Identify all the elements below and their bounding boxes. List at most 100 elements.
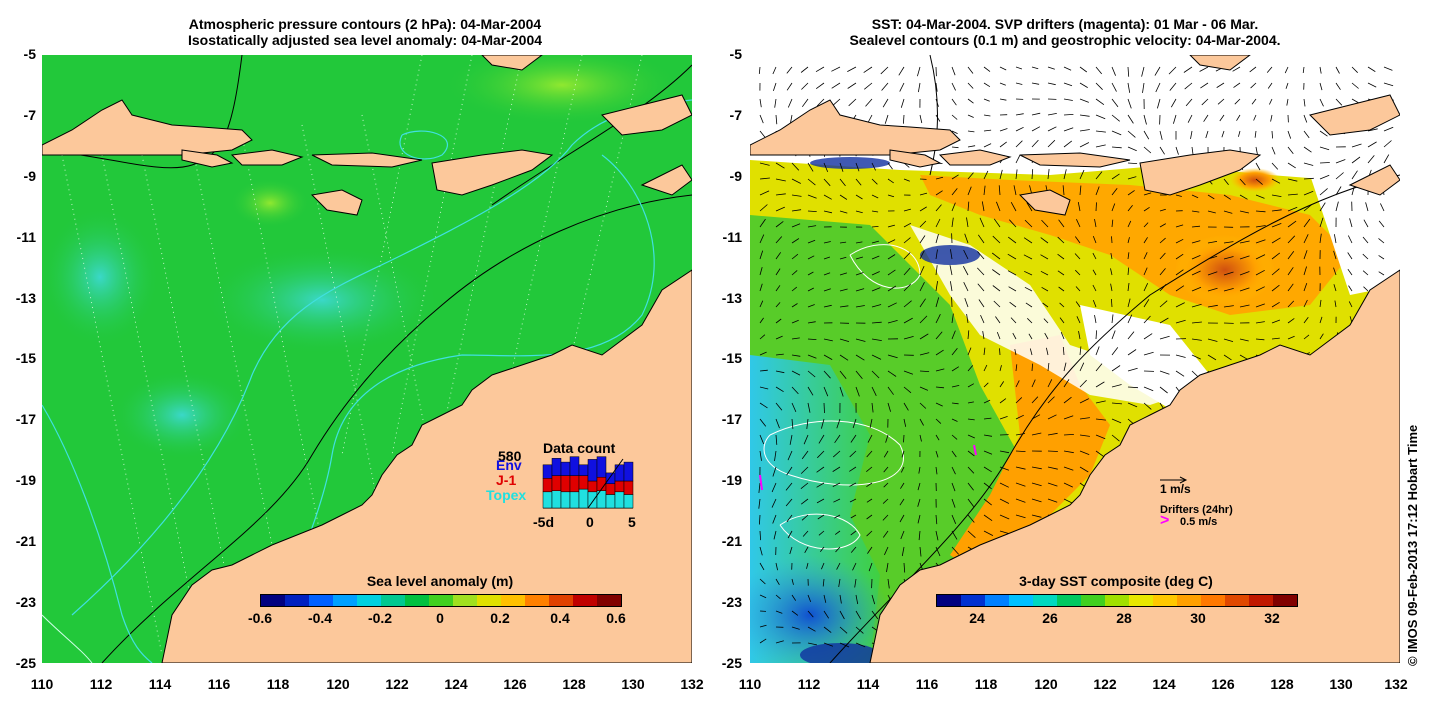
velocity-arrow <box>1015 397 1023 404</box>
velocity-arrow <box>967 498 975 507</box>
velocity-arrow <box>791 578 794 585</box>
data-count-bar-topex <box>551 490 562 509</box>
velocity-arrow <box>999 348 1001 356</box>
velocity-arrow <box>1111 330 1116 340</box>
velocity-arrow <box>1207 338 1218 342</box>
velocity-arrow <box>963 249 969 260</box>
velocity-arrow <box>834 514 841 519</box>
velocity-arrow <box>885 434 889 443</box>
velocity-arrow <box>919 402 927 409</box>
velocity-arrow <box>1029 348 1033 356</box>
velocity-arrow <box>967 530 976 538</box>
velocity-arrow <box>1015 433 1026 436</box>
velocity-arrow <box>839 610 845 620</box>
velocity-arrow <box>1287 235 1296 244</box>
velocity-arrow <box>849 498 857 503</box>
velocity-arrow <box>1271 237 1281 244</box>
velocity-arrow <box>1025 302 1033 308</box>
velocity-arrow <box>951 114 958 120</box>
velocity-arrow <box>999 466 1010 471</box>
velocity-arrow <box>791 594 797 601</box>
drifter-legend-arrow-icon: > <box>1160 512 1170 529</box>
velocity-arrow <box>966 217 969 228</box>
velocity-arrow <box>887 269 896 276</box>
velocity-arrow <box>1015 414 1024 420</box>
velocity-arrow <box>935 281 938 292</box>
velocity-arrow <box>1015 450 1026 452</box>
velocity-arrow <box>919 546 922 557</box>
velocity-arrow <box>977 234 985 244</box>
velocity-arrow <box>804 546 809 553</box>
velocity-arrow <box>1095 450 1105 458</box>
velocity-arrow <box>801 98 809 108</box>
velocity-arrow <box>1223 354 1232 361</box>
velocity-arrow <box>1079 417 1090 420</box>
velocity-arrow <box>1095 434 1106 440</box>
data-count-bar-env <box>560 461 571 476</box>
velocity-arrow <box>1095 171 1103 180</box>
velocity-arrow <box>1286 98 1289 106</box>
velocity-arrow <box>1111 384 1122 388</box>
velocity-arrow <box>854 578 857 588</box>
left-title: Atmospheric pressure contours (2 hPa): 0… <box>70 16 660 48</box>
velocity-arrow <box>977 251 985 260</box>
velocity-arrow <box>1219 114 1225 122</box>
left-lon-label: 132 <box>680 676 704 692</box>
velocity-arrow <box>1111 98 1119 108</box>
velocity-arrow <box>1015 514 1026 519</box>
velocity-arrow <box>1094 219 1097 228</box>
velocity-arrow <box>887 302 897 308</box>
left-lon-label: 130 <box>621 676 645 692</box>
velocity-arrow <box>1127 386 1139 389</box>
velocity-arrow <box>887 386 894 395</box>
left-map <box>42 55 692 663</box>
data-count-bar-env <box>551 458 562 476</box>
velocity-arrow <box>1255 225 1266 228</box>
velocity-arrow <box>823 162 829 173</box>
velocity-arrow <box>1015 66 1023 70</box>
velocity-arrow <box>1335 66 1340 74</box>
velocity-arrow <box>1191 146 1194 155</box>
colorbar-segment <box>985 595 1009 606</box>
velocity-arrow <box>935 82 938 92</box>
velocity-arrow <box>791 337 800 340</box>
velocity-arrow <box>759 114 764 124</box>
velocity-arrow <box>1191 194 1199 199</box>
data-count-bar-j1 <box>569 475 580 493</box>
colorbar-segment <box>1057 595 1081 606</box>
velocity-arrow <box>1111 298 1113 308</box>
velocity-arrow <box>967 201 970 212</box>
velocity-arrow <box>1007 236 1017 244</box>
velocity-arrow <box>1023 237 1033 244</box>
velocity-arrow <box>1031 466 1042 470</box>
velocity-arrow <box>821 418 825 429</box>
velocity-arrow <box>967 172 974 180</box>
velocity-arrow <box>759 638 767 644</box>
velocity-arrow <box>1255 239 1266 244</box>
velocity-arrow <box>1127 82 1131 93</box>
velocity-arrow <box>1319 299 1322 308</box>
velocity-arrow <box>1142 82 1145 93</box>
velocity-arrow <box>1223 305 1234 308</box>
velocity-arrow <box>1270 114 1273 122</box>
velocity-arrow <box>1023 254 1033 260</box>
velocity-arrow <box>1175 224 1184 228</box>
velocity-arrow <box>1159 284 1167 292</box>
velocity-arrow <box>785 482 793 491</box>
velocity-arrow <box>899 82 905 92</box>
velocity-arrow <box>852 562 857 571</box>
velocity-arrow <box>977 267 985 276</box>
velocity-arrow <box>1111 114 1120 122</box>
velocity-arrow <box>816 482 825 488</box>
velocity-arrow <box>1010 202 1017 212</box>
velocity-arrow <box>855 178 862 186</box>
velocity-arrow <box>807 594 812 603</box>
velocity-arrow <box>1255 254 1266 260</box>
data-count-bar-j1 <box>614 480 625 493</box>
velocity-arrow <box>992 269 1001 276</box>
velocity-arrow <box>855 241 863 244</box>
velocity-arrow <box>1303 98 1306 107</box>
velocity-arrow <box>759 190 770 196</box>
velocity-arrow <box>935 466 938 475</box>
velocity-arrow <box>1143 351 1154 356</box>
